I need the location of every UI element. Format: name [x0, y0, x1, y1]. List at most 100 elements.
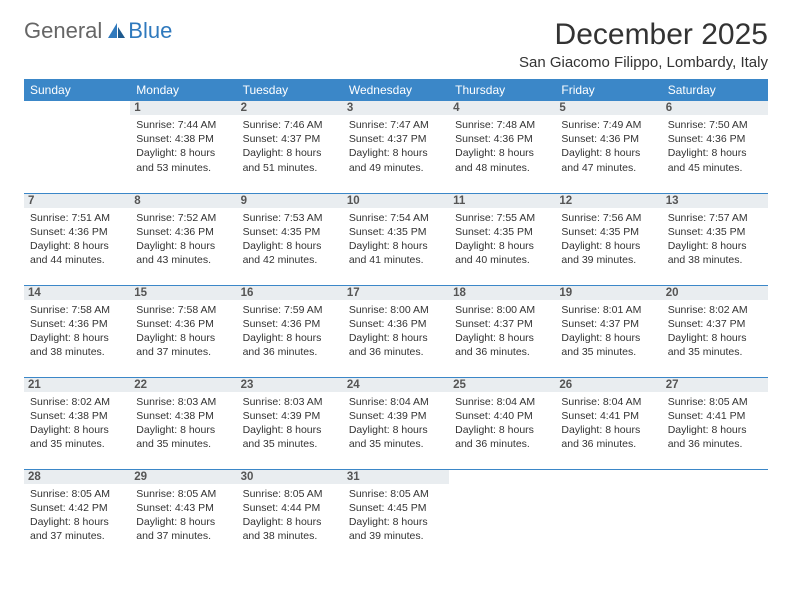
daylight-line: Daylight: 8 hours and 36 minutes. [668, 423, 762, 451]
day-number: 6 [662, 101, 768, 115]
sunset-line: Sunset: 4:35 PM [349, 225, 443, 239]
daylight-line: Daylight: 8 hours and 37 minutes. [30, 515, 124, 543]
day-number: 1 [130, 101, 236, 115]
day-number: 10 [343, 194, 449, 208]
day-number: 11 [449, 194, 555, 208]
sunset-line: Sunset: 4:37 PM [561, 317, 655, 331]
day-number: 16 [237, 286, 343, 300]
sunset-line: Sunset: 4:41 PM [561, 409, 655, 423]
sunrise-line: Sunrise: 8:04 AM [349, 395, 443, 409]
calendar-cell: 19Sunrise: 8:01 AMSunset: 4:37 PMDayligh… [555, 285, 661, 377]
day-header: Wednesday [343, 79, 449, 101]
calendar-cell [449, 469, 555, 561]
sunrise-line: Sunrise: 7:47 AM [349, 118, 443, 132]
calendar-cell: 25Sunrise: 8:04 AMSunset: 4:40 PMDayligh… [449, 377, 555, 469]
sunrise-line: Sunrise: 8:03 AM [243, 395, 337, 409]
sunrise-line: Sunrise: 7:59 AM [243, 303, 337, 317]
calendar-cell: 3Sunrise: 7:47 AMSunset: 4:37 PMDaylight… [343, 101, 449, 193]
sunrise-line: Sunrise: 7:48 AM [455, 118, 549, 132]
brand-word1: General [24, 18, 102, 44]
sunset-line: Sunset: 4:36 PM [30, 317, 124, 331]
calendar-cell: 8Sunrise: 7:52 AMSunset: 4:36 PMDaylight… [130, 193, 236, 285]
day-header: Tuesday [237, 79, 343, 101]
day-number: 27 [662, 378, 768, 392]
sunrise-line: Sunrise: 8:02 AM [668, 303, 762, 317]
sunrise-line: Sunrise: 8:05 AM [243, 487, 337, 501]
day-number: 20 [662, 286, 768, 300]
calendar-cell: 27 Sunrise: 8:05 AMSunset: 4:41 PMDayligh… [662, 377, 768, 469]
sunrise-line: Sunrise: 7:49 AM [561, 118, 655, 132]
brand-word2: Blue [128, 18, 172, 44]
calendar-cell: 30Sunrise: 8:05 AMSunset: 4:44 PMDayligh… [237, 469, 343, 561]
calendar-cell: 31Sunrise: 8:05 AMSunset: 4:45 PMDayligh… [343, 469, 449, 561]
sunset-line: Sunset: 4:38 PM [136, 132, 230, 146]
daylight-line: Daylight: 8 hours and 38 minutes. [668, 239, 762, 267]
sunrise-line: Sunrise: 8:04 AM [455, 395, 549, 409]
brand-logo: General Blue [24, 18, 172, 44]
sunset-line: Sunset: 4:39 PM [349, 409, 443, 423]
calendar-cell: 21Sunrise: 8:02 AMSunset: 4:38 PMDayligh… [24, 377, 130, 469]
calendar-cell: 6Sunrise: 7:50 AMSunset: 4:36 PMDaylight… [662, 101, 768, 193]
sunrise-line: Sunrise: 8:03 AM [136, 395, 230, 409]
sunrise-line: Sunrise: 7:44 AM [136, 118, 230, 132]
daylight-line: Daylight: 8 hours and 35 minutes. [136, 423, 230, 451]
day-number: 8 [130, 194, 236, 208]
daylight-line: Daylight: 8 hours and 49 minutes. [349, 146, 443, 174]
daylight-line: Daylight: 8 hours and 45 minutes. [668, 146, 762, 174]
sunrise-line: Sunrise: 7:55 AM [455, 211, 549, 225]
sunrise-line: Sunrise: 7:58 AM [30, 303, 124, 317]
calendar-cell [555, 469, 661, 561]
day-header: Thursday [449, 79, 555, 101]
sunrise-line: Sunrise: 8:04 AM [561, 395, 655, 409]
sunset-line: Sunset: 4:36 PM [136, 317, 230, 331]
day-number: 12 [555, 194, 661, 208]
calendar-cell: 23Sunrise: 8:03 AMSunset: 4:39 PMDayligh… [237, 377, 343, 469]
sunset-line: Sunset: 4:45 PM [349, 501, 443, 515]
daylight-line: Daylight: 8 hours and 35 minutes. [561, 331, 655, 359]
day-number: 7 [24, 194, 130, 208]
calendar-cell: 18Sunrise: 8:00 AMSunset: 4:37 PMDayligh… [449, 285, 555, 377]
daylight-line: Daylight: 8 hours and 35 minutes. [349, 423, 443, 451]
daylight-line: Daylight: 8 hours and 36 minutes. [561, 423, 655, 451]
daylight-line: Daylight: 8 hours and 53 minutes. [136, 146, 230, 174]
calendar-cell: 9Sunrise: 7:53 AMSunset: 4:35 PMDaylight… [237, 193, 343, 285]
daylight-line: Daylight: 8 hours and 38 minutes. [243, 515, 337, 543]
daylight-line: Daylight: 8 hours and 44 minutes. [30, 239, 124, 267]
sunset-line: Sunset: 4:38 PM [136, 409, 230, 423]
sunrise-line: Sunrise: 7:52 AM [136, 211, 230, 225]
daylight-line: Daylight: 8 hours and 38 minutes. [30, 331, 124, 359]
day-number: 13 [662, 194, 768, 208]
day-number: 23 [237, 378, 343, 392]
day-number: 2 [237, 101, 343, 115]
sunset-line: Sunset: 4:35 PM [243, 225, 337, 239]
day-header: Friday [555, 79, 661, 101]
calendar-cell: 7Sunrise: 7:51 AMSunset: 4:36 PMDaylight… [24, 193, 130, 285]
sunset-line: Sunset: 4:37 PM [243, 132, 337, 146]
calendar-table: SundayMondayTuesdayWednesdayThursdayFrid… [24, 79, 768, 561]
sunset-line: Sunset: 4:39 PM [243, 409, 337, 423]
day-number: 5 [555, 101, 661, 115]
sunrise-line: Sunrise: 7:50 AM [668, 118, 762, 132]
calendar-title: December 2025 [555, 18, 768, 52]
day-number: 30 [237, 470, 343, 484]
daylight-line: Daylight: 8 hours and 51 minutes. [243, 146, 337, 174]
day-number: 17 [343, 286, 449, 300]
day-number: 31 [343, 470, 449, 484]
sunrise-line: Sunrise: 8:05 AM [30, 487, 124, 501]
sail-icon [106, 21, 126, 41]
sunrise-line: Sunrise: 8:05 AM [668, 395, 762, 409]
day-header: Sunday [24, 79, 130, 101]
daylight-line: Daylight: 8 hours and 41 minutes. [349, 239, 443, 267]
sunrise-line: Sunrise: 8:05 AM [349, 487, 443, 501]
sunrise-line: Sunrise: 7:58 AM [136, 303, 230, 317]
calendar-cell [24, 101, 130, 193]
sunset-line: Sunset: 4:36 PM [243, 317, 337, 331]
sunset-line: Sunset: 4:41 PM [668, 409, 762, 423]
sunset-line: Sunset: 4:43 PM [136, 501, 230, 515]
daylight-line: Daylight: 8 hours and 36 minutes. [455, 423, 549, 451]
day-number: 28 [24, 470, 130, 484]
day-number: 3 [343, 101, 449, 115]
day-header: Saturday [662, 79, 768, 101]
calendar-cell: 10Sunrise: 7:54 AMSunset: 4:35 PMDayligh… [343, 193, 449, 285]
daylight-line: Daylight: 8 hours and 39 minutes. [561, 239, 655, 267]
